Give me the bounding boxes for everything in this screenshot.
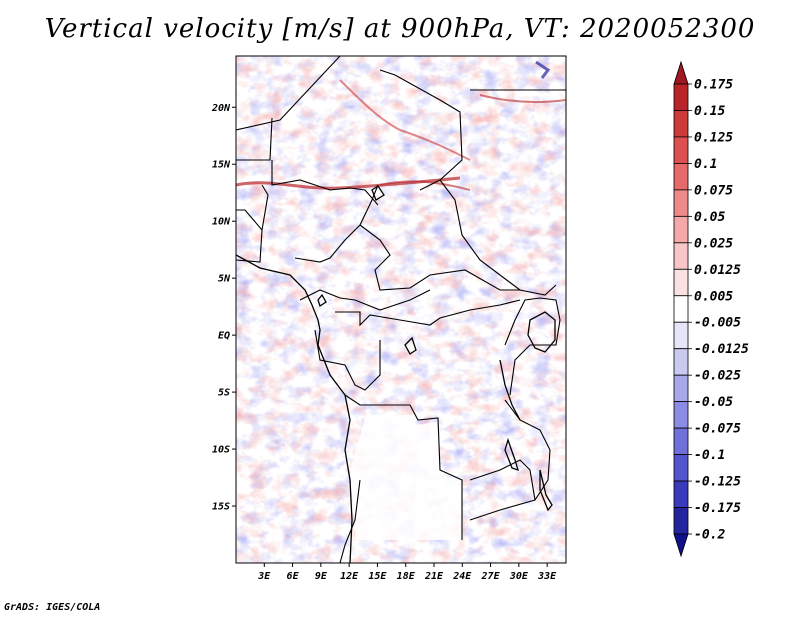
colorbar-segment bbox=[673, 374, 689, 403]
x-tick-label: 33E bbox=[537, 571, 557, 582]
colorbar-segment bbox=[673, 268, 689, 297]
grads-credit: GrADS: IGES/COLA bbox=[4, 602, 101, 613]
y-axis: 20N 15N 10N 5N EQ 5S 10S 15S bbox=[211, 103, 236, 513]
colorbar-label: -0.005 bbox=[694, 316, 741, 331]
colorbar-segment bbox=[673, 189, 689, 217]
x-tick-label: 18E bbox=[397, 571, 416, 582]
colorbar: 0.175 0.15 0.125 0.1 0.075 0.05 0.025 0.0125 0.0… bbox=[673, 60, 749, 558]
x-tick-label: 3E bbox=[257, 571, 271, 582]
y-tick-label: 10N bbox=[212, 217, 231, 228]
colorbar-label: -0.075 bbox=[694, 422, 741, 437]
colorbar-label: 0.075 bbox=[694, 183, 733, 198]
colorbar-label: -0.2 bbox=[694, 528, 725, 543]
colorbar-label: 0.125 bbox=[694, 130, 733, 145]
colorbar-label: 0.025 bbox=[694, 236, 733, 251]
colorbar-label: 0.15 bbox=[694, 104, 725, 119]
colorbar-segment bbox=[673, 242, 689, 270]
chart-title: Vertical velocity [m/s] at 900hPa, VT: 2… bbox=[44, 14, 756, 44]
colorbar-label: -0.025 bbox=[694, 369, 741, 384]
x-tick-label: 24E bbox=[452, 571, 472, 582]
map-field bbox=[236, 56, 566, 563]
colorbar-label: 0.175 bbox=[694, 78, 733, 93]
colorbar-label: 0.05 bbox=[694, 210, 725, 225]
x-tick-label: 27E bbox=[481, 571, 501, 582]
x-tick-label: 9E bbox=[315, 571, 328, 582]
colorbar-segment bbox=[673, 507, 689, 535]
y-tick-label: 20N bbox=[211, 103, 231, 114]
colorbar-label: -0.05 bbox=[694, 395, 733, 410]
colorbar-label: 0.005 bbox=[694, 289, 733, 304]
colorbar-label: -0.125 bbox=[694, 475, 741, 490]
colorbar-label: 0.0125 bbox=[694, 263, 741, 278]
x-axis: 3E 6E 9E 12E 15E 18E 21E 24E 27E 30E 33E bbox=[257, 563, 557, 582]
y-tick-label: 5N bbox=[218, 274, 231, 285]
colorbar-cap-bottom bbox=[673, 533, 689, 558]
y-tick-label: EQ bbox=[218, 331, 230, 342]
y-tick-label: 15S bbox=[212, 502, 230, 513]
colorbar-label: -0.0125 bbox=[694, 342, 749, 357]
colorbar-segment bbox=[673, 83, 689, 111]
colorbar-segment bbox=[673, 163, 689, 191]
colorbar-segment bbox=[673, 295, 689, 323]
x-tick-label: 6E bbox=[287, 571, 300, 582]
colorbar-label: -0.175 bbox=[694, 501, 741, 516]
colorbar-segment bbox=[673, 348, 689, 376]
y-tick-label: 10S bbox=[212, 445, 230, 456]
colorbar-cap-top bbox=[673, 60, 689, 85]
x-tick-label: 30E bbox=[509, 571, 529, 582]
x-tick-label: 21E bbox=[424, 571, 444, 582]
x-tick-label: 15E bbox=[368, 571, 387, 582]
y-tick-label: 15N bbox=[212, 160, 231, 171]
map-frame bbox=[235, 55, 567, 564]
colorbar-label: 0.1 bbox=[694, 157, 717, 172]
colorbar-segment bbox=[673, 427, 689, 455]
colorbar-segment bbox=[673, 321, 689, 350]
colorbar-segment bbox=[673, 215, 689, 244]
y-tick-label: 5S bbox=[218, 388, 230, 399]
colorbar-segment bbox=[673, 401, 689, 429]
colorbar-segment bbox=[673, 136, 689, 164]
colorbar-segment bbox=[673, 110, 689, 138]
colorbar-segment bbox=[673, 454, 689, 482]
x-tick-label: 12E bbox=[340, 571, 359, 582]
colorbar-label: -0.1 bbox=[694, 448, 725, 463]
colorbar-segment bbox=[673, 480, 689, 508]
